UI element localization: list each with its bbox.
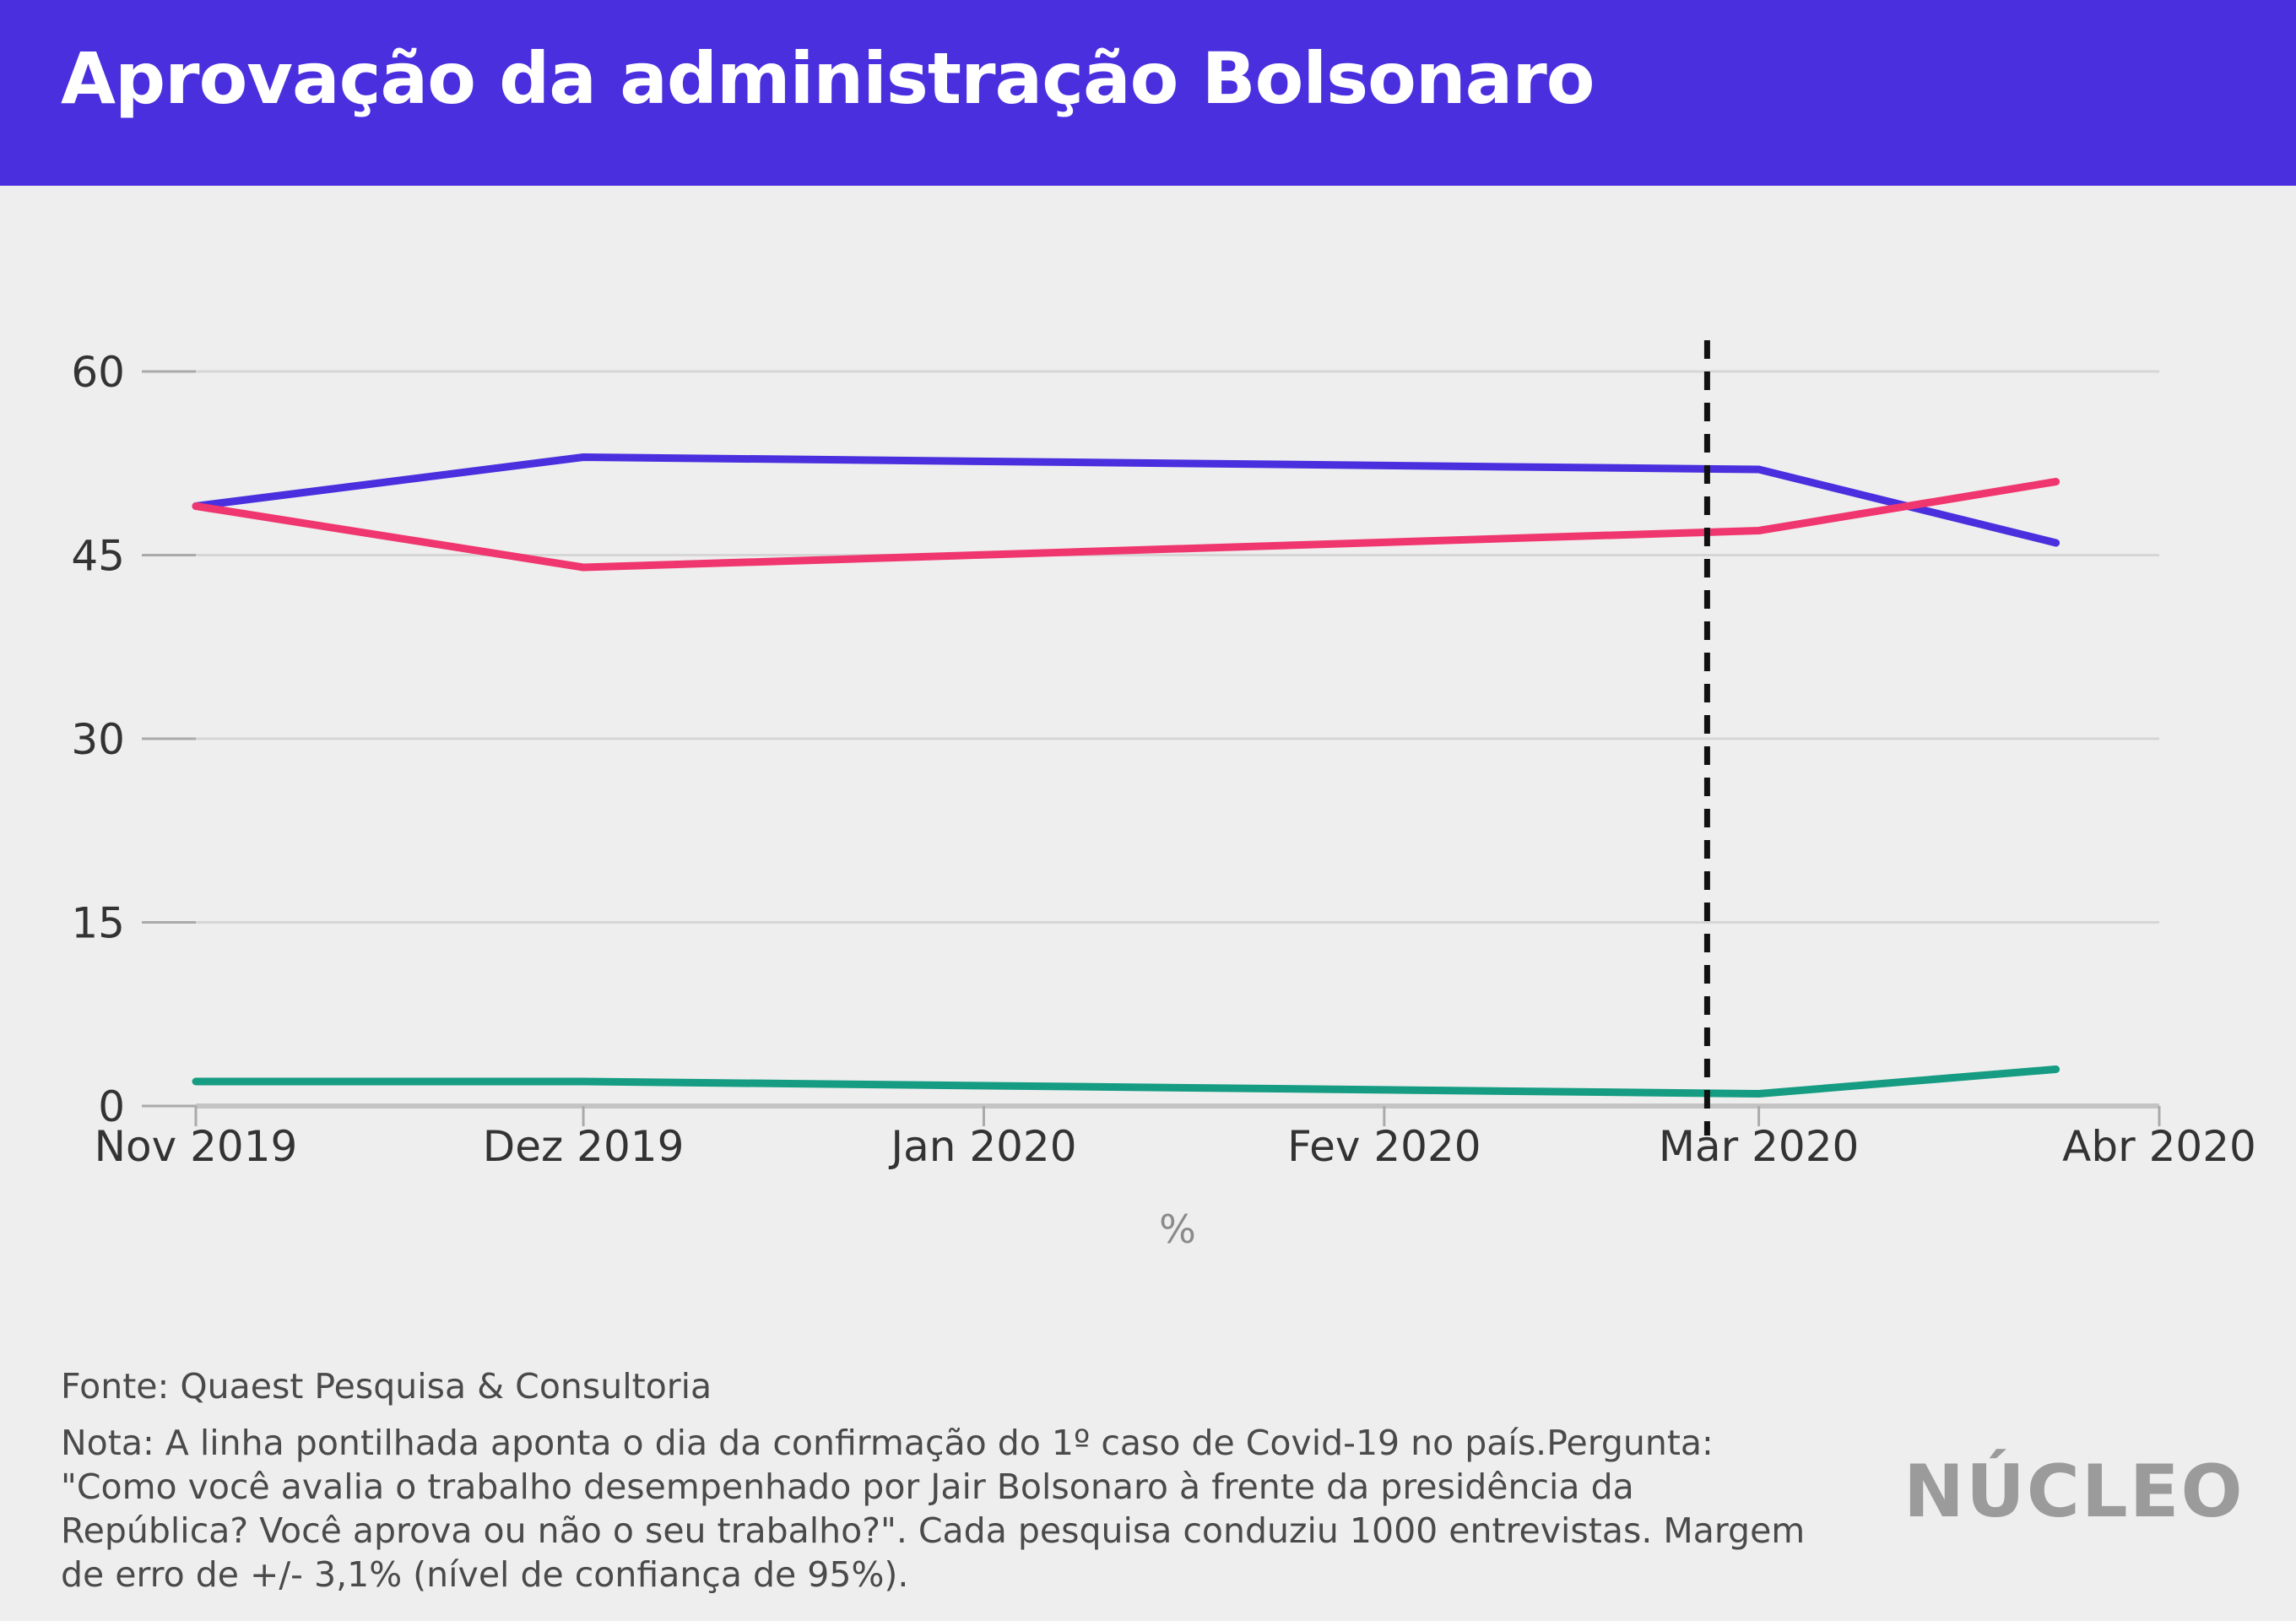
header-bar: Aprovação da administração Bolsonaro [0, 0, 2296, 186]
y-tick-label: 0 [98, 1082, 125, 1131]
source-note: Fonte: Quaest Pesquisa & Consultoria [61, 1366, 712, 1407]
x-tick-label: Dez 2019 [483, 1122, 685, 1171]
x-tick-label: Abr 2020 [2062, 1122, 2256, 1171]
y-tick-label: 15 [71, 899, 125, 948]
methodology-note: Nota: A linha pontilhada aponta o dia da… [61, 1423, 1806, 1595]
line-chart: 0 15 30 45 60 Nov 2019 Dez 2019 Jan 2020 Fev 202… [71, 340, 2256, 1252]
brand-logo: NÚCLEO [1903, 1450, 2245, 1534]
page-title: Aprovação da administração Bolsonaro [61, 37, 1595, 120]
x-tick-label: Mar 2020 [1659, 1122, 1859, 1171]
series-line-3 [192, 1065, 2060, 1098]
x-tick-label: Nov 2019 [95, 1122, 298, 1171]
x-axis-title: % [1159, 1206, 1196, 1252]
x-tick-label: Jan 2020 [888, 1122, 1076, 1171]
x-tick-label: Fev 2020 [1287, 1122, 1481, 1171]
y-tick-label: 30 [71, 715, 125, 764]
y-tick-label: 45 [71, 532, 125, 581]
series-line-2 [192, 478, 2060, 572]
y-tick-label: 60 [71, 348, 125, 397]
